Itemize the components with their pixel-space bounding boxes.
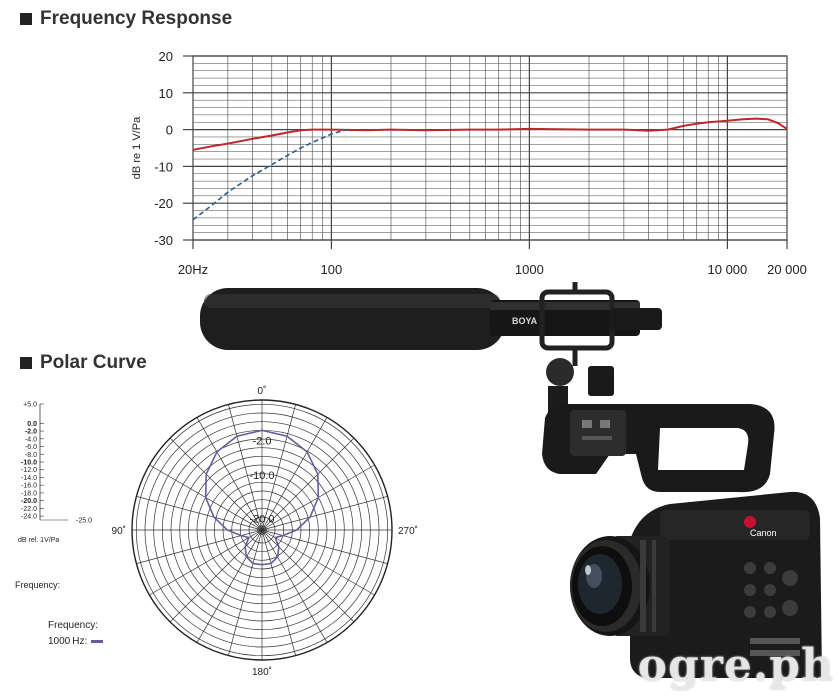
polar-ring-label: -20.0 [249,513,274,525]
microphone-brand: BOYA [512,316,538,326]
polar-spoke [261,496,388,531]
polar-db-scale: +5.00.0-2.0-4.0-6.0-8.0-10.0-12.0-14.0-1… [18,402,92,545]
polar-legend-unit: Hz: [72,636,88,647]
frequency-y-tick-label: -20 [154,196,173,211]
polar-curve-title: Polar Curve [20,352,147,374]
polar-scale-unit: dB rel. 1V/Pa [18,537,59,544]
polar-legend-swatch [91,640,104,643]
frequency-series [192,117,788,221]
frequency-y-tick-label: 20 [159,49,173,64]
polar-angle-labels: 0˚ 90˚ 180˚ 270˚ -2.0 -10.0 -20.0 [112,385,418,678]
frequency-y-tick-label: 0 [166,123,173,138]
camera-body-image: Canon [630,491,822,678]
polar-spoke [261,529,375,596]
frequency-response-title-text: Frequency Response [40,8,233,29]
polar-scale-label: +5.0 [23,402,37,409]
polar-scale-label: -8.0 [25,452,37,459]
polar-spoke [196,417,263,531]
polar-angle-label: 90˚ [112,525,126,537]
polar-scale-label: -25.0 [76,518,92,525]
polar-scale-label: -16.0 [21,483,37,490]
frequency-grid [192,55,788,241]
polar-spoke [169,529,263,623]
polar-scale-label: -6.0 [25,444,37,451]
polar-1000hz-curve [204,429,320,566]
polar-scale-label: -18.0 [21,490,37,497]
polar-spoke [228,404,263,531]
frequency-x-tick-label: 1000 [515,262,544,277]
polar-spoke [261,529,355,623]
frequency-y-tick-label: -30 [154,233,173,248]
polar-spoke [136,496,263,531]
camera-brand: Canon [750,528,777,538]
polar-frequency-label-2: Frequency: [48,620,99,631]
frequency-x-tick-label: 20 000 [767,262,807,277]
frequency-y-tick-label: 10 [159,86,173,101]
frequency-x-tick-label: 100 [321,262,343,277]
product-photo: BOYA Canon [200,282,822,678]
polar-scale-label: -4.0 [25,436,37,443]
frequency-x-tick-label: 20Hz [178,262,208,277]
polar-spoke [261,529,328,643]
polar-angle-label: 0˚ [258,385,267,397]
polar-series [204,429,320,566]
polar-angle-label: 180˚ [252,666,272,678]
polar-scale-label: -12.0 [21,467,37,474]
polar-scale-label: -24.0 [21,514,37,521]
shotgun-microphone-image: BOYA [200,288,640,350]
polar-spoke [261,404,296,531]
watermark-text: ogre.ph [637,640,834,691]
polar-curve-title-text: Polar Curve [40,352,147,373]
polar-scale-label: -22.0 [21,506,37,513]
frequency-response-title: Frequency Response [20,8,232,30]
polar-spoke [261,529,296,656]
polar-frequency-label: Frequency: [15,580,61,590]
polar-spoke [261,437,355,531]
polar-spoke [149,529,263,596]
frequency-y-axis-label: dB re 1 V/Pa [131,116,143,179]
frequency-rolloff-line [192,128,348,221]
square-bullet-icon [20,357,32,369]
polar-ring-label: -2.0 [253,435,272,447]
frequency-plot-frame [192,55,788,241]
polar-curve-chart: 0˚90˚180˚270˚-2.0-10.0-20.0 +5.00.0-2.0-… [18,385,418,678]
polar-spoke [169,437,263,531]
polar-angle-label: 270˚ [398,525,418,537]
polar-scale-label: -20.0 [21,498,37,505]
polar-scale-label: -14.0 [21,475,37,482]
polar-legend: 1000 Hz: [48,636,104,647]
polar-spoke [196,529,263,643]
square-bullet-icon [20,13,32,25]
camera-lens-image [570,536,670,636]
frequency-x-tick-label: 10 000 [708,262,748,277]
camera-handle-image [542,404,775,493]
polar-ring-label: -10.0 [249,470,274,482]
polar-scale-label: -2.0 [25,429,37,436]
frequency-y-tick-label: -10 [154,159,173,174]
frequency-response-line [192,117,788,151]
polar-spoke [261,417,328,531]
polar-legend-value: 1000 [48,636,71,647]
polar-scale-label: -10.0 [21,460,37,467]
polar-spoke [228,529,263,656]
polar-grid [131,399,393,661]
polar-scale-label: 0.0 [27,421,37,428]
